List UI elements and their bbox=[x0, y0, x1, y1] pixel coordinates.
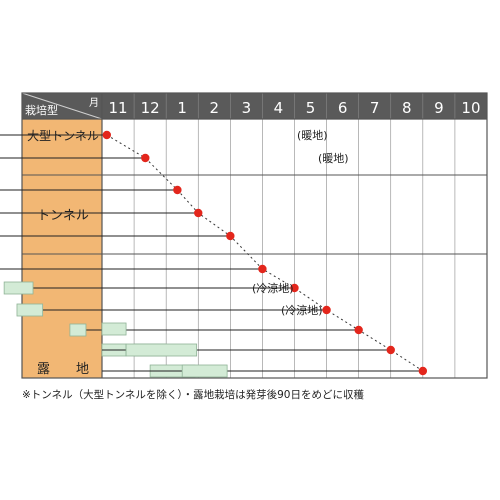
month-label-9: 9 bbox=[434, 99, 444, 117]
month-label-2: 2 bbox=[210, 99, 220, 117]
sowing-dot bbox=[386, 345, 395, 355]
sowing-dot bbox=[194, 208, 203, 218]
month-label-12: 12 bbox=[141, 99, 160, 117]
harvest-bar bbox=[69, 323, 87, 337]
month-label-6: 6 bbox=[338, 99, 348, 117]
sowing-dot bbox=[258, 264, 267, 274]
month-label-8: 8 bbox=[402, 99, 412, 117]
footnote: ※トンネル（大型トンネルを除く）・露地栽培は発芽後90日をめどに収穫 bbox=[22, 389, 364, 401]
sowing-dot bbox=[102, 130, 112, 140]
sowing-dot bbox=[173, 185, 182, 195]
group-label-1: トンネル bbox=[37, 209, 89, 224]
harvest-bar bbox=[3, 281, 34, 295]
month-label-1: 1 bbox=[177, 99, 187, 117]
sowing-dot bbox=[322, 305, 331, 315]
type-column bbox=[22, 119, 102, 378]
sowing-dot bbox=[290, 283, 299, 293]
harvest-bar bbox=[181, 364, 228, 378]
header-row bbox=[22, 93, 487, 119]
harvest-bar bbox=[16, 303, 44, 317]
harvest-bar bbox=[101, 322, 127, 336]
group-label-2: 露 地 bbox=[37, 362, 89, 377]
month-label-5: 5 bbox=[306, 99, 316, 117]
month-label-7: 7 bbox=[370, 99, 380, 117]
sowing-dot bbox=[141, 153, 150, 163]
corner-type-label: 栽培型 bbox=[25, 103, 58, 117]
corner-month-label: 月 bbox=[89, 97, 99, 109]
region-annotation: (冷涼地) bbox=[281, 303, 323, 317]
month-label-4: 4 bbox=[274, 99, 284, 117]
corner-diagonal bbox=[21, 92, 103, 120]
region-annotation: (暖地) bbox=[318, 152, 349, 165]
sowing-dot bbox=[354, 325, 363, 335]
region-annotation: (暖地) bbox=[297, 129, 328, 142]
region-annotation: (冷涼地) bbox=[252, 281, 294, 295]
month-label-10: 10 bbox=[461, 99, 480, 117]
sowing-dot bbox=[418, 366, 428, 376]
month-label-3: 3 bbox=[242, 99, 252, 117]
sowing-connector bbox=[106, 134, 424, 372]
month-label-11: 11 bbox=[108, 99, 127, 117]
harvest-bar bbox=[125, 343, 198, 357]
sowing-dot bbox=[226, 231, 235, 241]
group-label-0: 大型トンネル bbox=[27, 129, 99, 143]
